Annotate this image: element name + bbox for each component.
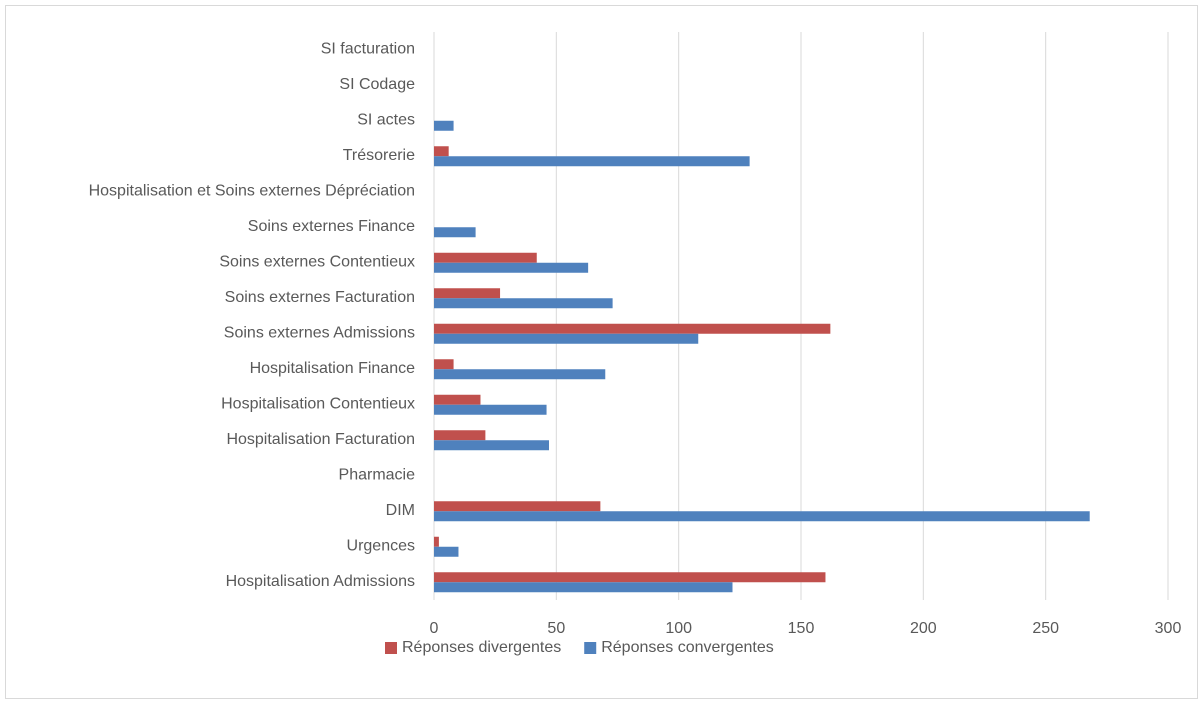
category-label: Hospitalisation Facturation bbox=[226, 431, 415, 448]
category-label: Soins externes Facturation bbox=[225, 289, 415, 306]
category-label: Urgences bbox=[347, 537, 415, 554]
bar-divergentes bbox=[434, 572, 826, 583]
category-label: Hospitalisation Finance bbox=[250, 360, 416, 377]
bar-convergentes bbox=[434, 404, 547, 415]
bar-convergentes bbox=[434, 120, 454, 131]
bar-divergentes bbox=[434, 288, 501, 299]
legend-swatch bbox=[385, 642, 397, 654]
legend-swatch bbox=[584, 642, 597, 654]
category-label: Soins externes Contentieux bbox=[219, 253, 415, 270]
category-label: SI actes bbox=[357, 111, 415, 128]
x-tick-label: 250 bbox=[1032, 620, 1059, 637]
legend-label: Réponses divergentes bbox=[402, 639, 561, 656]
bar-convergentes bbox=[434, 440, 549, 451]
bar-divergentes bbox=[434, 430, 486, 441]
bar-divergentes bbox=[434, 394, 481, 405]
legend-label: Réponses convergentes bbox=[601, 639, 774, 656]
category-label: Trésorerie bbox=[343, 147, 415, 164]
category-label: Soins externes Finance bbox=[248, 218, 415, 235]
bar-divergentes bbox=[434, 359, 454, 370]
bar-convergentes bbox=[434, 511, 1090, 522]
category-label: DIM bbox=[386, 502, 415, 519]
bar-convergentes bbox=[434, 546, 459, 557]
category-label: SI Codage bbox=[339, 76, 415, 93]
category-label: Soins externes Admissions bbox=[224, 324, 415, 341]
category-label: Hospitalisation Admissions bbox=[226, 573, 415, 590]
category-label-layer: Hospitalisation Admissions Urgences DIM Pha… bbox=[89, 40, 416, 590]
bar-convergentes bbox=[434, 262, 589, 273]
x-tick-label: 0 bbox=[430, 620, 439, 637]
category-label: Hospitalisation et Soins externes Dépréc… bbox=[89, 182, 415, 199]
bar-convergentes bbox=[434, 582, 733, 593]
legend: Réponses divergentes Réponses convergente… bbox=[385, 639, 774, 656]
bar-convergentes bbox=[434, 227, 476, 238]
bar-divergentes bbox=[434, 323, 831, 334]
bar-divergentes bbox=[434, 146, 449, 157]
bar-convergentes bbox=[434, 369, 606, 380]
bar-convergentes bbox=[434, 156, 750, 167]
bar-convergentes bbox=[434, 333, 699, 344]
x-tick-label: 300 bbox=[1155, 620, 1182, 637]
category-label: Pharmacie bbox=[339, 466, 416, 483]
x-tick-label: 50 bbox=[547, 620, 565, 637]
x-tick-label: 100 bbox=[665, 620, 692, 637]
category-label: SI facturation bbox=[321, 40, 415, 57]
bar-divergentes bbox=[434, 252, 537, 263]
x-tick-label: 150 bbox=[788, 620, 815, 637]
x-tick-layer: 0 50 100 150 200 250 300 bbox=[430, 620, 1182, 637]
x-tick-label: 200 bbox=[910, 620, 937, 637]
category-label: Hospitalisation Contentieux bbox=[221, 395, 415, 412]
bar-layer bbox=[434, 120, 1090, 593]
bar-convergentes bbox=[434, 298, 613, 309]
bar-divergentes bbox=[434, 536, 439, 547]
bar-divergentes bbox=[434, 501, 601, 512]
